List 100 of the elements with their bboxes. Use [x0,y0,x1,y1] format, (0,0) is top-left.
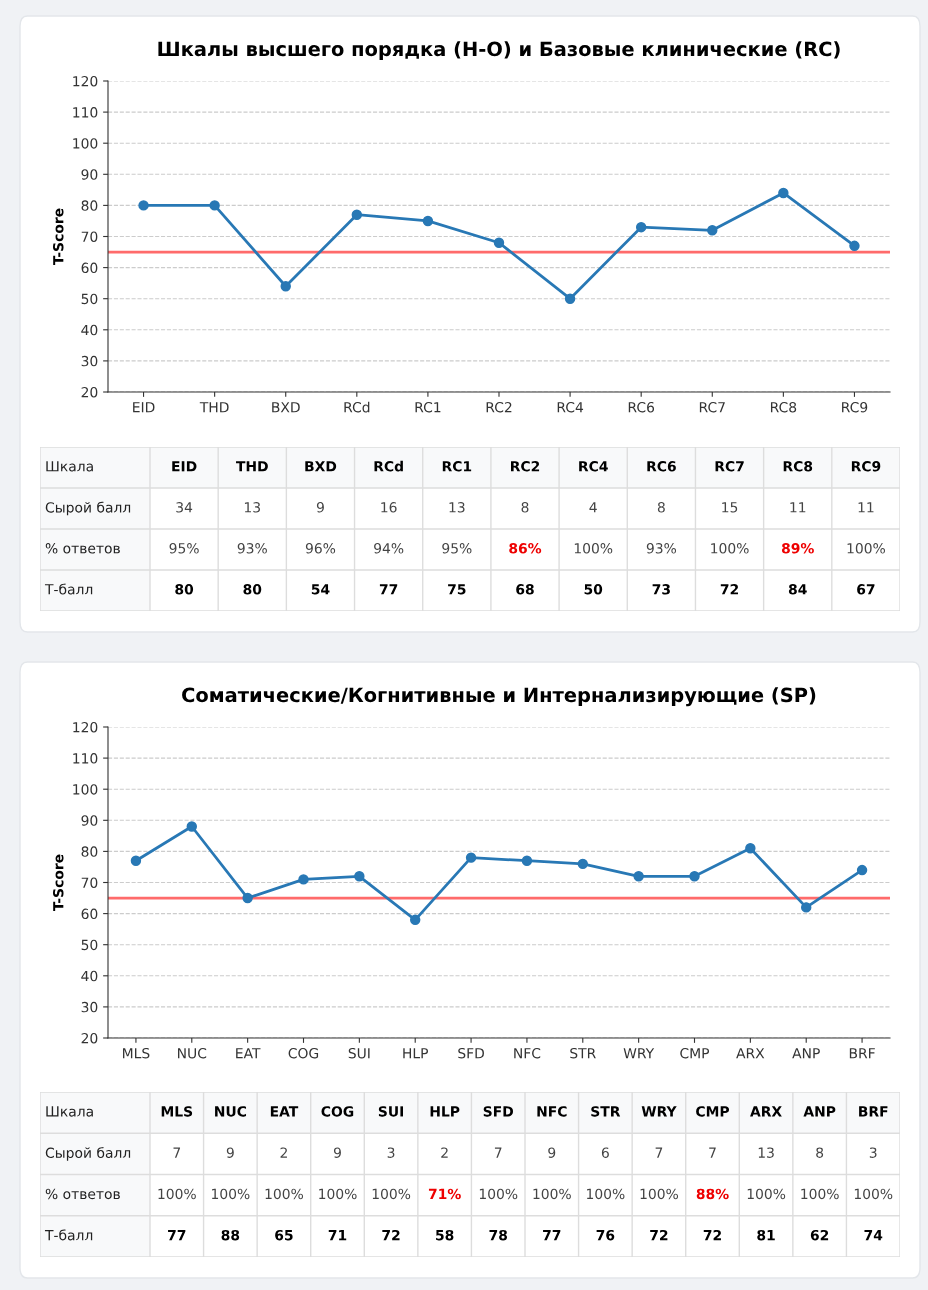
text: 13 [758,1147,774,1158]
x-tick-label: WRY [623,1048,655,1059]
text: 2 [441,1147,448,1158]
text: % ответов [45,543,120,554]
text: 15 [722,502,738,513]
x-tick-label: THD [199,402,229,413]
y-tick-label: 20 [81,1032,98,1044]
y-tick-label: 60 [81,908,98,920]
text: 80 [175,584,194,595]
text: 100% [847,543,885,554]
point [707,225,718,236]
text: 8 [816,1147,824,1158]
y-tick-label: 30 [81,1001,98,1013]
y-tick-label: 100 [73,138,98,149]
category-label: RC4 [579,461,608,472]
y-axis-title: T-Score [53,854,64,912]
y-tick-label: 70 [81,231,98,242]
x-tick-label: RC6 [628,401,655,413]
text: 100% [479,1188,518,1200]
category-label: RC6 [647,461,676,472]
y-tick-label: 50 [81,939,98,951]
text: % ответов [45,1188,120,1200]
y-tick-label: 40 [81,324,98,336]
point [280,281,291,292]
category-label: SFD [483,1106,513,1117]
category-label: RC8 [783,461,813,472]
y-tick-label: 30 [81,355,98,367]
text: 100% [319,1188,357,1200]
y-tick-label: 80 [81,200,98,211]
category-label: MLS [161,1106,193,1117]
text: 72 [703,1229,721,1241]
text: 54 [311,584,330,595]
text: 62 [810,1229,829,1241]
text: 100% [640,1188,679,1200]
x-tick-label: HLP [403,1048,429,1059]
text: 7 [655,1147,663,1158]
y-tick-label: 90 [81,169,98,180]
x-tick-label: COG [288,1047,319,1059]
text: 9 [226,1147,234,1158]
y-tick-label: 100 [73,784,98,795]
y-tick-label: 120 [73,75,98,87]
category-label: WRY [641,1106,677,1117]
x-tick-label: RC9 [842,401,868,413]
x-tick-label: RC7 [699,401,725,413]
text: 72 [382,1229,400,1241]
text: 100% [574,543,613,554]
x-tick-label: BXD [272,402,300,413]
chart-title: Шкалы высшего порядка (H-O) и Базовые клинические (RC) [158,41,840,61]
text: 100% [212,1188,250,1200]
category-label: RCd [374,460,403,472]
text: 96% [305,543,336,554]
text: 76 [596,1229,615,1241]
text: 73 [652,584,670,595]
text: 100% [372,1188,411,1200]
x-tick-label: EID [133,402,155,413]
point [422,215,434,227]
text: 100% [265,1188,304,1200]
point [351,209,363,220]
chart-title: Соматические/Когнитивные и Интернализирующие (SP) [182,687,816,707]
text: 9 [316,502,324,513]
category-label: CMP [696,1106,730,1117]
text: 100% [854,1188,893,1200]
text: 6 [601,1147,609,1158]
x-tick-label: RC4 [557,401,584,413]
text: 100% [533,1188,571,1200]
text: 95% [169,543,199,554]
text: 9 [333,1147,341,1158]
text: 58 [436,1229,454,1241]
category-label: STR [591,1106,621,1117]
text: Шкала [46,1106,93,1117]
text: Шкала [46,461,93,472]
category-label: BRF [859,1106,888,1117]
x-tick-label: BRF [849,1048,875,1059]
category-label: EID [172,461,197,472]
y-tick-label: 20 [81,386,98,398]
text: 68 [516,584,534,595]
text: 11 [858,502,874,513]
text: 77 [379,584,398,595]
text: 71 [328,1230,347,1241]
category-label: RC2 [511,461,540,472]
y-tick-label: 80 [81,846,98,857]
text: 93% [646,543,677,554]
text: 77 [543,1230,561,1241]
text: 89% [781,543,814,554]
x-tick-label: SFD [458,1047,484,1059]
category-label: EAT [270,1106,299,1117]
text: 13 [244,502,260,513]
text: 34 [176,502,193,513]
category-label: THD [236,461,268,472]
point [778,187,789,199]
text: 81 [757,1229,775,1241]
x-tick-label: SUI [348,1047,370,1059]
point [849,240,860,252]
y-tick-label: 110 [73,107,98,118]
category-label: HLP [430,1106,460,1117]
x-tick-label: NUC [178,1047,207,1059]
category-label: ARX [750,1106,782,1117]
text: 75 [448,584,466,595]
text: 88 [221,1229,240,1241]
category-label: COG [321,1106,354,1117]
